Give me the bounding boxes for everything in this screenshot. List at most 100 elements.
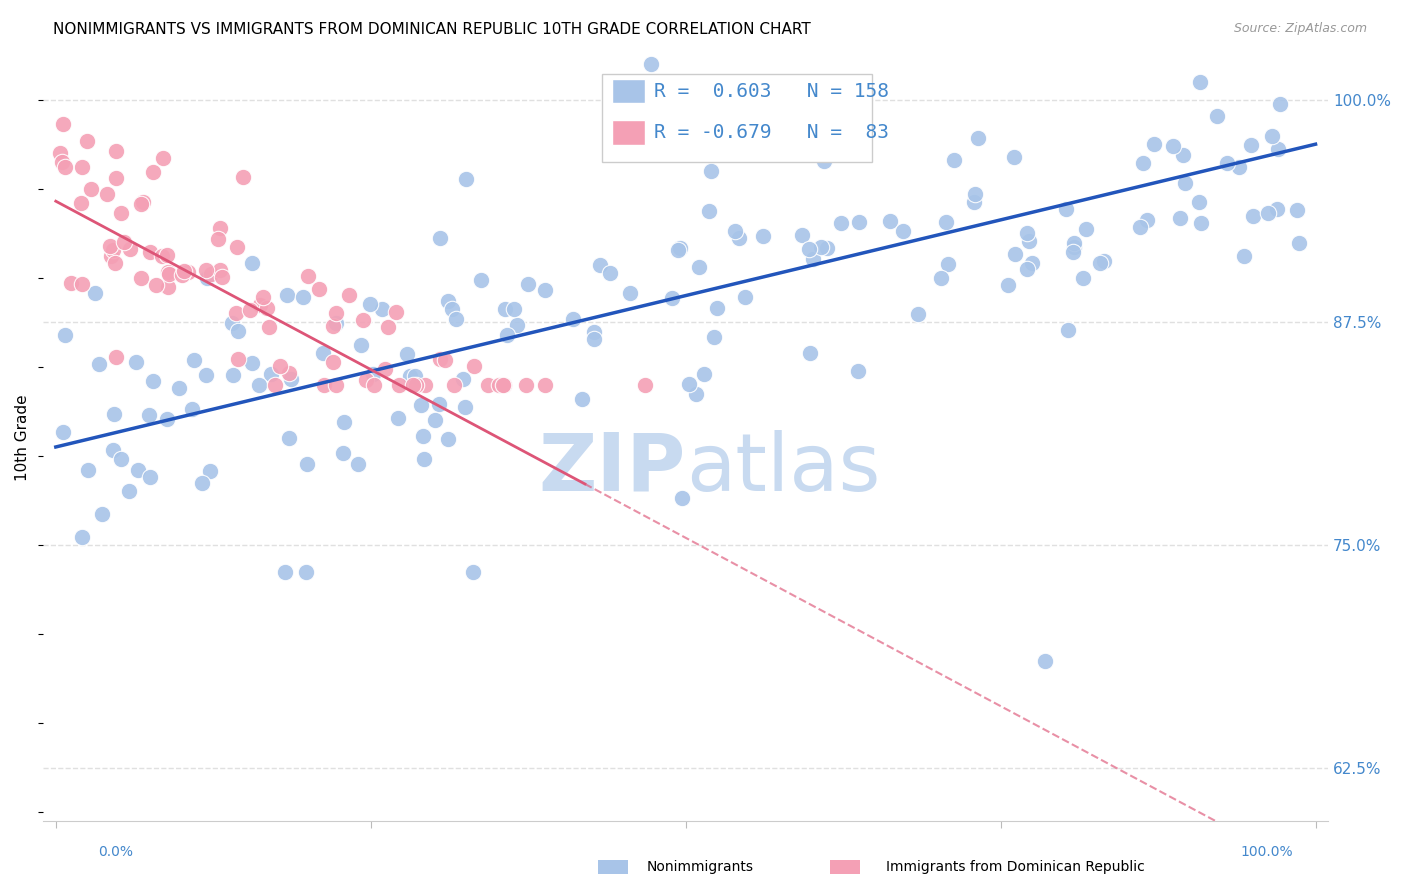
- Point: [322, 318, 344, 333]
- Point: [337, 287, 360, 301]
- Point: [226, 240, 249, 254]
- Point: [274, 565, 297, 579]
- Point: [678, 376, 700, 391]
- Point: [797, 242, 820, 256]
- Point: [101, 442, 124, 457]
- Bar: [613, 120, 644, 145]
- Point: [157, 267, 180, 281]
- Point: [668, 241, 690, 255]
- Point: [103, 256, 125, 270]
- Point: [170, 268, 193, 282]
- Point: [156, 248, 179, 262]
- Point: [257, 319, 280, 334]
- Point: [195, 271, 218, 285]
- Point: [96, 187, 118, 202]
- Point: [359, 296, 381, 310]
- Point: [325, 377, 347, 392]
- Point: [152, 151, 174, 165]
- Point: [60, 276, 83, 290]
- Point: [437, 294, 460, 309]
- Point: [129, 196, 152, 211]
- Point: [692, 367, 714, 381]
- Text: ZIP: ZIP: [538, 430, 686, 508]
- Point: [429, 231, 451, 245]
- Point: [799, 346, 821, 360]
- Point: [813, 153, 835, 168]
- Point: [477, 377, 499, 392]
- Point: [1033, 654, 1056, 668]
- Point: [209, 221, 232, 235]
- Point: [533, 377, 555, 392]
- Point: [105, 170, 128, 185]
- Point: [157, 279, 180, 293]
- Point: [1094, 254, 1116, 268]
- Point: [1257, 206, 1279, 220]
- Point: [1129, 220, 1152, 235]
- Point: [571, 392, 593, 407]
- Point: [70, 160, 93, 174]
- Point: [1054, 202, 1077, 216]
- Point: [412, 428, 434, 442]
- Point: [70, 530, 93, 544]
- Point: [387, 411, 409, 425]
- Point: [221, 316, 243, 330]
- Point: [276, 288, 298, 302]
- Text: atlas: atlas: [686, 430, 880, 508]
- Point: [80, 182, 103, 196]
- Point: [846, 364, 869, 378]
- Point: [506, 318, 529, 332]
- Point: [263, 377, 285, 392]
- Y-axis label: 10th Grade: 10th Grade: [15, 395, 30, 482]
- Point: [84, 286, 107, 301]
- Point: [1189, 216, 1212, 230]
- Point: [433, 353, 456, 368]
- Point: [830, 216, 852, 230]
- Point: [491, 377, 513, 392]
- Point: [470, 273, 492, 287]
- Point: [183, 352, 205, 367]
- FancyBboxPatch shape: [602, 74, 872, 162]
- Point: [1063, 235, 1085, 250]
- Point: [963, 195, 986, 210]
- Point: [70, 196, 93, 211]
- Point: [582, 331, 605, 345]
- Point: [200, 267, 222, 281]
- Point: [1168, 211, 1191, 225]
- Point: [142, 374, 165, 388]
- Point: [494, 301, 516, 316]
- Point: [1004, 247, 1026, 261]
- Point: [661, 291, 683, 305]
- Point: [49, 146, 72, 161]
- Point: [429, 352, 451, 367]
- Point: [239, 303, 262, 318]
- Point: [935, 215, 957, 229]
- Text: Immigrants from Dominican Republic: Immigrants from Dominican Republic: [886, 860, 1144, 874]
- Point: [207, 232, 229, 246]
- Point: [222, 368, 245, 382]
- Point: [1265, 202, 1288, 216]
- Point: [120, 242, 142, 256]
- Point: [256, 301, 278, 316]
- Point: [240, 256, 263, 270]
- Point: [333, 415, 356, 429]
- Point: [1240, 138, 1263, 153]
- Point: [156, 412, 179, 426]
- Point: [208, 263, 231, 277]
- Point: [1063, 240, 1085, 254]
- Point: [312, 346, 335, 360]
- Point: [156, 265, 179, 279]
- Point: [1142, 136, 1164, 151]
- Point: [1076, 222, 1098, 236]
- Point: [534, 283, 557, 297]
- Point: [198, 464, 221, 478]
- Point: [150, 249, 173, 263]
- Point: [943, 153, 966, 168]
- Point: [848, 215, 870, 229]
- Point: [105, 351, 128, 365]
- Point: [232, 169, 254, 184]
- Point: [634, 377, 657, 392]
- Point: [1136, 213, 1159, 227]
- Point: [599, 266, 621, 280]
- Point: [1216, 155, 1239, 169]
- Point: [103, 408, 125, 422]
